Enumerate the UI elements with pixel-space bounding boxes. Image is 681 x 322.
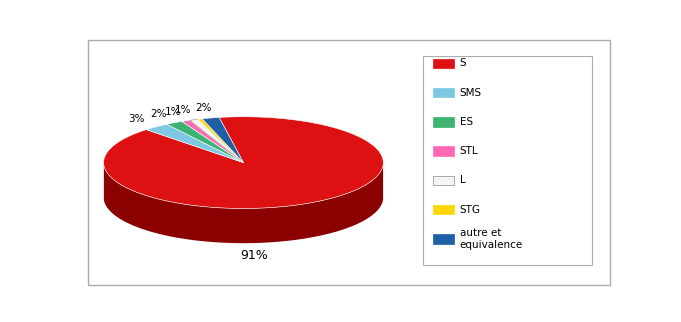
Polygon shape [104,117,383,208]
Polygon shape [198,119,243,163]
Text: 1%: 1% [165,107,181,117]
Bar [433,205,454,214]
Bar [433,59,454,68]
Polygon shape [146,124,243,163]
Polygon shape [104,165,383,243]
Text: STL: STL [460,146,479,156]
Text: autre et
equivalence: autre et equivalence [460,228,523,250]
Text: 2%: 2% [195,103,212,113]
Text: S: S [460,58,466,69]
Bar [433,176,454,185]
Text: STG: STG [460,205,481,215]
Polygon shape [167,121,243,163]
Bar [433,234,454,244]
Text: 91%: 91% [240,249,268,262]
Polygon shape [190,119,243,163]
Bar [433,88,454,97]
Polygon shape [182,120,243,163]
Text: 1%: 1% [175,105,191,115]
Bar [423,56,592,264]
Text: ES: ES [460,117,473,127]
Polygon shape [202,118,243,163]
Bar [433,147,454,156]
Text: L: L [460,175,466,185]
Text: SMS: SMS [460,88,482,98]
Text: 2%: 2% [151,109,167,119]
Text: 3%: 3% [129,114,145,124]
Bar [433,117,454,127]
